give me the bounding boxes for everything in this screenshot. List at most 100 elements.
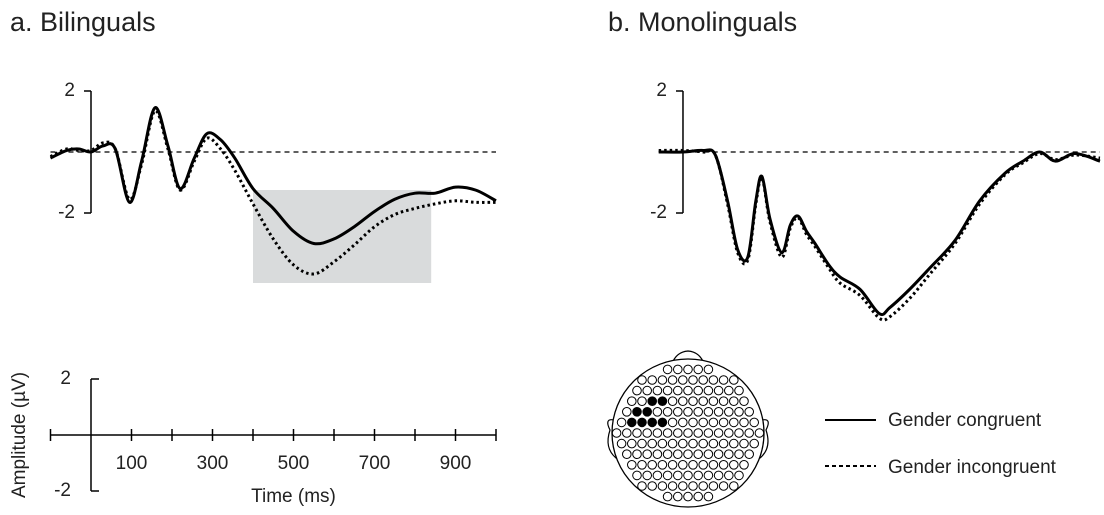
electrode	[744, 428, 755, 438]
electrode	[642, 407, 653, 417]
electrode	[683, 385, 693, 396]
electrode	[662, 449, 673, 460]
electrode	[693, 428, 704, 438]
electrode	[698, 396, 709, 407]
electrode	[734, 385, 744, 396]
electrode	[708, 460, 719, 470]
electrode	[627, 438, 637, 449]
electrode	[657, 481, 668, 491]
electrode	[734, 470, 744, 481]
electrode	[632, 449, 642, 460]
electrode	[652, 428, 663, 438]
electrode	[616, 438, 627, 449]
x-tick-label: 100	[116, 453, 148, 474]
electrode	[632, 385, 642, 396]
electrode	[739, 396, 749, 407]
electrode	[637, 481, 647, 491]
electrode	[673, 407, 683, 417]
electrode	[647, 460, 658, 470]
electrode	[683, 470, 693, 481]
electrode	[688, 460, 698, 470]
electrode	[724, 385, 734, 396]
electrode	[667, 417, 678, 428]
electrode	[637, 438, 647, 449]
electrode	[718, 396, 729, 407]
electrode	[667, 481, 678, 491]
electrode-map	[607, 350, 769, 508]
line-dotted	[49, 109, 497, 276]
electrode	[688, 438, 698, 449]
legend: Gender congruent Gender incongruent	[825, 410, 1057, 478]
electrode	[657, 438, 668, 449]
electrode	[698, 375, 709, 385]
legend-label: Gender incongruent	[888, 457, 1057, 478]
electrode	[693, 449, 704, 460]
electrode	[693, 491, 704, 502]
electrode	[744, 449, 755, 460]
electrode	[729, 396, 739, 407]
electrode	[657, 417, 668, 428]
electrode	[637, 396, 647, 407]
electrode	[718, 460, 729, 470]
electrode	[688, 396, 698, 407]
x-tick-label: 300	[197, 453, 229, 474]
electrode	[637, 460, 647, 470]
electrode	[662, 428, 673, 438]
electrode	[642, 385, 653, 396]
electrode	[673, 491, 683, 502]
electrode	[703, 364, 714, 375]
electrode	[729, 438, 739, 449]
electrode	[627, 396, 637, 407]
time-window	[253, 190, 432, 283]
electrode	[739, 417, 749, 428]
electrode	[688, 417, 698, 428]
electrode	[734, 428, 744, 438]
electrode	[673, 385, 683, 396]
electrode	[642, 470, 653, 481]
electrode	[678, 460, 688, 470]
electrode	[693, 364, 704, 375]
electrode	[688, 375, 698, 385]
legend-label: Gender congruent	[888, 410, 1042, 431]
electrode	[662, 385, 673, 396]
electrode	[703, 385, 714, 396]
electrode	[729, 460, 739, 470]
electrode	[678, 375, 688, 385]
electrode	[667, 460, 678, 470]
chart-title: a. Bilinguals	[10, 7, 156, 37]
y-tick-label: -2	[58, 202, 75, 223]
electrode	[683, 491, 693, 502]
electrode	[693, 407, 704, 417]
electrode	[708, 438, 719, 449]
y-tick-label: 2	[64, 80, 75, 101]
electrode	[688, 481, 698, 491]
electrode	[754, 428, 765, 438]
electrode	[657, 375, 668, 385]
electrode	[673, 449, 683, 460]
y-tick-label: 2	[656, 80, 667, 101]
electrode	[724, 407, 734, 417]
electrode	[683, 407, 693, 417]
electrode	[703, 491, 714, 502]
electrode	[627, 460, 637, 470]
electrode	[662, 491, 673, 502]
electrode	[724, 449, 734, 460]
electrode	[724, 470, 734, 481]
electrode	[667, 396, 678, 407]
electrode	[611, 428, 622, 438]
electrode	[698, 460, 709, 470]
electrode	[703, 428, 714, 438]
chart-title: b. Monolinguals	[608, 7, 797, 37]
electrode	[662, 407, 673, 417]
electrode	[713, 470, 724, 481]
electrode	[744, 407, 755, 417]
electrode	[637, 375, 647, 385]
electrode	[652, 470, 663, 481]
electrode	[693, 470, 704, 481]
electrode	[713, 449, 724, 460]
electrode	[627, 417, 637, 428]
y-tick-label: -2	[54, 480, 71, 501]
electrode	[713, 428, 724, 438]
electrode	[662, 364, 673, 375]
